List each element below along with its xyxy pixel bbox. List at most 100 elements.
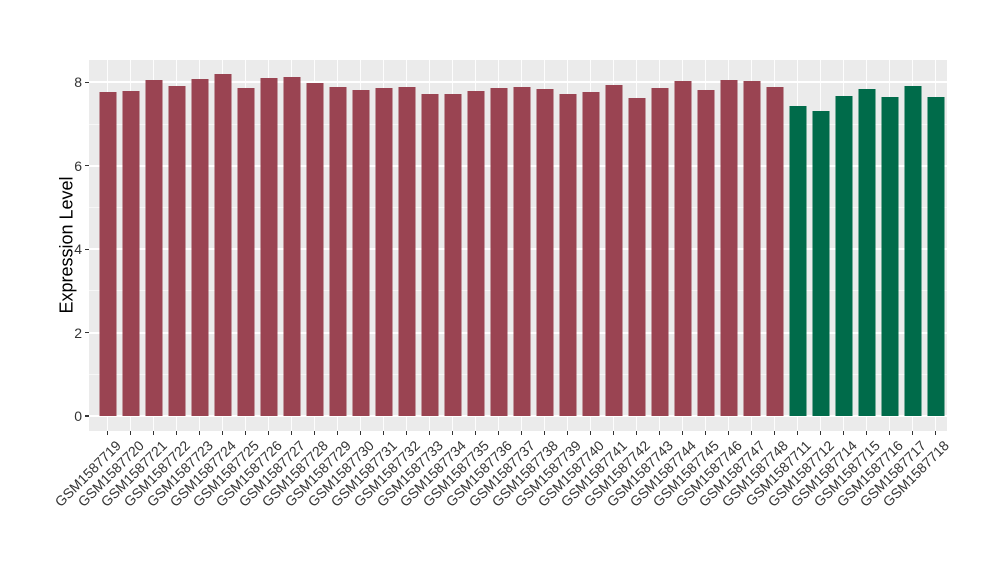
bars-row: GSM1587719 GSM1587720 GSM1587721 GSM1587722… [52, 60, 952, 510]
x-tick-mark [704, 431, 707, 435]
category-column: GSM1587725 [190, 60, 262, 510]
x-tick-mark [198, 431, 201, 435]
category-column: GSM1587732 [351, 60, 423, 510]
category-column: GSM1587728 [259, 60, 331, 510]
bar [628, 97, 645, 416]
x-tick-mark [152, 431, 155, 435]
gridline-y-8 [89, 81, 947, 84]
x-tick-mark [359, 431, 362, 435]
x-tick-mark [382, 431, 385, 435]
x-tick-mark [175, 431, 178, 435]
x-tick-mark [290, 431, 293, 435]
x-tick-mark [428, 431, 431, 435]
y-tick-mark [85, 415, 89, 417]
category-column: GSM1587711 [742, 60, 814, 509]
category-column: GSM1587735 [420, 60, 492, 510]
category-column: GSM1587716 [834, 60, 906, 510]
category-column: GSM1587729 [282, 60, 354, 510]
category-column: GSM1587723 [144, 60, 216, 510]
bar [352, 89, 369, 416]
x-tick-mark [474, 431, 477, 435]
bar [812, 110, 829, 416]
bar [605, 84, 622, 416]
bar [720, 79, 737, 416]
x-tick-mark [336, 431, 339, 435]
plot-panel: GSM1587719 GSM1587720 GSM1587721 GSM1587722… [52, 60, 952, 510]
bar [835, 95, 852, 416]
x-tick-mark [129, 431, 132, 435]
x-tick-mark [842, 431, 845, 435]
category-column: GSM1587747 [696, 60, 768, 510]
x-tick-mark [313, 431, 316, 435]
bar [444, 94, 461, 416]
category-column: GSM1587741 [558, 60, 630, 510]
category-column: GSM1587745 [650, 60, 722, 510]
bar [743, 81, 760, 416]
x-tick-mark [727, 431, 730, 435]
x-tick-mark [934, 431, 937, 435]
x-tick-mark [865, 431, 868, 435]
bar [191, 79, 208, 416]
x-tick-mark [497, 431, 500, 435]
category-column: GSM1587748 [719, 60, 791, 510]
x-tick-mark [888, 431, 891, 435]
x-tick-mark [635, 431, 638, 435]
bar [513, 86, 530, 416]
x-tick-mark [773, 431, 776, 435]
x-tick-mark [267, 431, 270, 435]
bar [214, 74, 231, 416]
bar [421, 93, 438, 416]
bar [145, 80, 162, 416]
bar [398, 87, 415, 416]
category-column: GSM1587733 [374, 60, 446, 510]
x-tick-mark [750, 431, 753, 435]
category-column: GSM1587746 [673, 60, 745, 510]
category-column: GSM1587720 [75, 60, 147, 510]
gridline-y-0 [89, 415, 947, 417]
x-tick-mark [796, 431, 799, 435]
y-tick-mark [85, 331, 89, 334]
x-tick-mark [451, 431, 454, 435]
y-tick-mark [85, 81, 89, 84]
bar [237, 88, 254, 416]
y-tick-mark [85, 248, 89, 250]
bar [674, 81, 691, 416]
category-column: GSM1587722 [121, 60, 193, 510]
category-column: GSM1587734 [397, 60, 469, 510]
bar [904, 86, 921, 416]
bar [582, 92, 599, 416]
x-tick-mark [244, 431, 247, 435]
bar [122, 91, 139, 416]
bar [697, 89, 714, 416]
category-column: GSM1587739 [512, 60, 584, 510]
bar [881, 96, 898, 416]
x-tick-mark [520, 431, 523, 435]
category-column: GSM1587717 [857, 60, 929, 510]
category-column: GSM1587740 [535, 60, 607, 510]
bar [490, 88, 507, 416]
bar [651, 88, 668, 416]
category-column: GSM1587712 [765, 60, 837, 510]
y-tick-label: 8 [74, 74, 82, 91]
category-column: GSM1587738 [489, 60, 561, 510]
bar [306, 83, 323, 416]
y-tick-label: 6 [74, 157, 82, 174]
category-column: GSM1587736 [443, 60, 515, 510]
x-tick-mark [566, 431, 569, 435]
x-tick-mark [911, 431, 914, 435]
category-column: GSM1587731 [328, 60, 400, 510]
x-tick-mark [106, 431, 109, 435]
bar [168, 86, 185, 416]
category-column: GSM1587744 [627, 60, 699, 510]
bar [329, 87, 346, 416]
x-tick-mark [589, 431, 592, 435]
bar [789, 106, 806, 416]
bar [467, 90, 484, 416]
category-column: GSM1587726 [213, 60, 285, 510]
x-tick-mark [658, 431, 661, 435]
bar [766, 87, 783, 416]
y-tick-label: 4 [74, 241, 82, 258]
category-column: GSM1587742 [581, 60, 653, 510]
bar [536, 89, 553, 416]
bar [283, 76, 300, 416]
